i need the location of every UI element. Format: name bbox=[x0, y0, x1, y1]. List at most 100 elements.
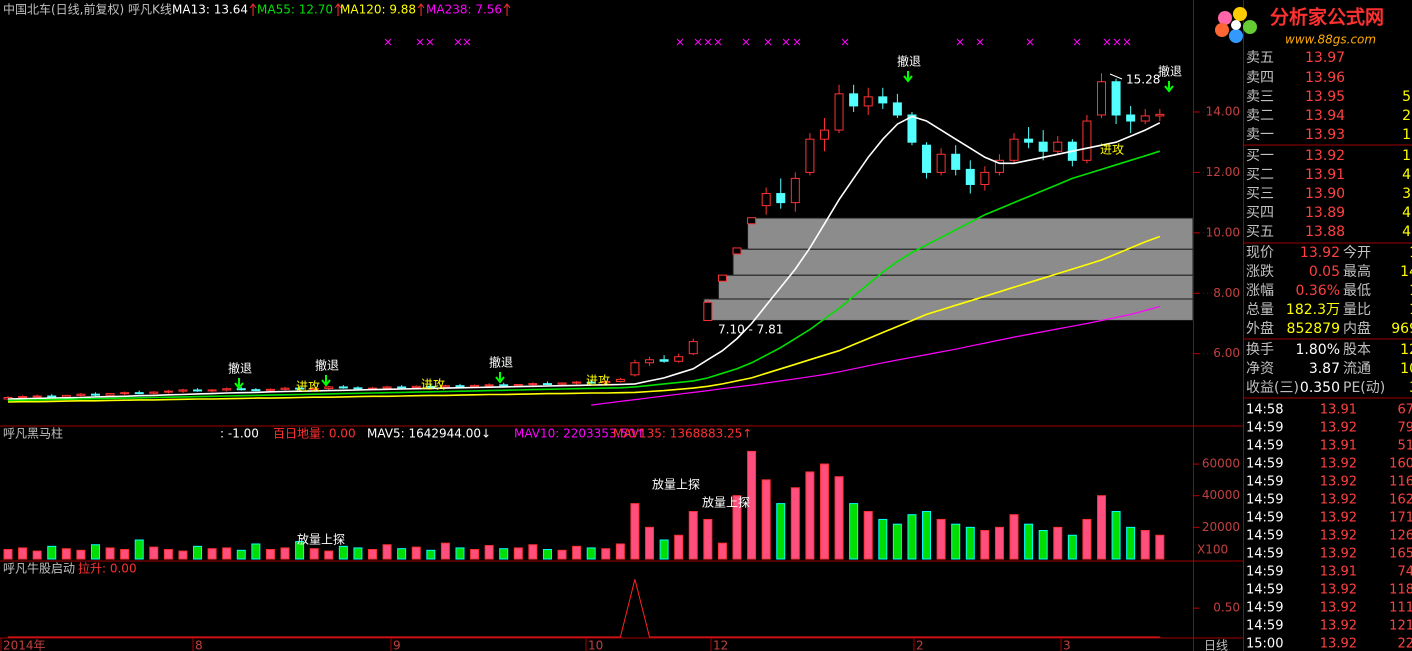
volume-bar bbox=[805, 471, 815, 560]
book-label: 买二 bbox=[1246, 167, 1274, 183]
y-tick-label: 14.00 bbox=[1206, 104, 1240, 118]
candle-body bbox=[630, 362, 640, 376]
quote-value: 0.350 bbox=[1300, 380, 1340, 396]
trade-time: 14:59 bbox=[1246, 547, 1283, 562]
volume-bar bbox=[134, 539, 144, 560]
signal-mark bbox=[1073, 38, 1081, 46]
quote-value: 1 bbox=[1409, 283, 1412, 299]
volume-bar bbox=[499, 548, 509, 560]
y-tick-label: 8.00 bbox=[1213, 286, 1240, 300]
trade-volume: 111 bbox=[1389, 601, 1412, 616]
quote-label: 股本 bbox=[1343, 342, 1371, 358]
candle-body bbox=[878, 96, 888, 104]
trade-time: 14:59 bbox=[1246, 529, 1283, 544]
quote-label: 收益(三) bbox=[1246, 380, 1299, 396]
attack-label: 进攻 bbox=[296, 380, 320, 394]
candle-body bbox=[601, 380, 611, 384]
trade-volume: 165 bbox=[1389, 547, 1412, 562]
trade-volume: 160 bbox=[1389, 457, 1412, 472]
down-arrow bbox=[903, 71, 913, 83]
volume-bar bbox=[3, 549, 13, 560]
volume-bar bbox=[105, 547, 115, 560]
date-label: 9 bbox=[393, 639, 401, 651]
signal-mark bbox=[956, 38, 964, 46]
volume-bar bbox=[1082, 518, 1092, 560]
quote-value: 969 bbox=[1391, 321, 1412, 337]
volume-bar bbox=[601, 548, 611, 560]
candle-body bbox=[980, 171, 990, 185]
volume-bar bbox=[849, 503, 859, 560]
quote-label: 最低 bbox=[1343, 283, 1371, 299]
candle-body bbox=[32, 395, 42, 398]
candle-body bbox=[542, 383, 552, 386]
trade-price: 13.91 bbox=[1320, 565, 1357, 580]
volume-bar bbox=[47, 545, 57, 560]
volume-bar bbox=[120, 549, 130, 560]
volume-bar bbox=[980, 530, 990, 560]
candle-body bbox=[90, 393, 100, 396]
candle-body bbox=[732, 247, 742, 255]
book-price: 13.96 bbox=[1305, 70, 1345, 86]
volume-bar bbox=[645, 526, 655, 560]
trade-price: 13.92 bbox=[1320, 421, 1357, 436]
candle-body bbox=[455, 385, 465, 388]
book-qty: 5 bbox=[1402, 89, 1411, 105]
book-price: 13.89 bbox=[1305, 205, 1345, 221]
ma-line bbox=[7, 115, 1161, 400]
volume-bar bbox=[382, 544, 392, 560]
volume-bar bbox=[61, 548, 71, 560]
book-price: 13.88 bbox=[1305, 224, 1345, 240]
volume-bar bbox=[659, 539, 669, 560]
volume-bar bbox=[907, 514, 917, 560]
candle-body bbox=[674, 356, 684, 362]
volume-bar bbox=[222, 547, 232, 560]
trade-volume: 67 bbox=[1397, 403, 1412, 418]
volume-bar bbox=[922, 511, 932, 560]
trade-time: 14:59 bbox=[1246, 457, 1283, 472]
candle-body bbox=[134, 392, 144, 395]
volume-bar bbox=[965, 526, 975, 560]
volume-bar bbox=[309, 548, 319, 560]
y-tick-label: 12.00 bbox=[1206, 165, 1240, 179]
trade-volume: 121 bbox=[1389, 619, 1412, 634]
retreat-label: 撤退 bbox=[897, 54, 921, 69]
indicator-line bbox=[8, 579, 1160, 638]
logo-name: 分析家公式网 bbox=[1270, 6, 1384, 29]
candle-body bbox=[717, 274, 727, 282]
trade-price: 13.92 bbox=[1320, 493, 1357, 508]
candle-body bbox=[659, 359, 669, 362]
signal-mark bbox=[714, 38, 722, 46]
candle-body bbox=[397, 386, 407, 389]
volume-bar bbox=[1155, 534, 1165, 560]
book-qty: 4 bbox=[1402, 224, 1411, 240]
volume-bar bbox=[674, 534, 684, 560]
candle-body bbox=[615, 378, 625, 382]
candle-body bbox=[790, 177, 800, 204]
book-qty: 3 bbox=[1402, 186, 1411, 202]
quote-label: 净资 bbox=[1246, 361, 1274, 377]
gap-zone bbox=[732, 248, 1194, 276]
quote-label: 内盘 bbox=[1343, 320, 1371, 337]
book-label: 卖五 bbox=[1246, 50, 1274, 66]
candle-body bbox=[149, 391, 159, 394]
volume-bar bbox=[1097, 495, 1106, 560]
trade-time: 14:59 bbox=[1246, 565, 1283, 580]
volume-bar bbox=[455, 547, 465, 560]
volume-bar bbox=[440, 542, 450, 560]
date-label: 12 bbox=[713, 639, 728, 651]
ma-label: MA55: 12.70 bbox=[257, 3, 333, 17]
ma-label: MA13: 13.64 bbox=[172, 3, 248, 17]
book-price: 13.91 bbox=[1305, 167, 1345, 183]
trade-time: 14:59 bbox=[1246, 511, 1283, 526]
candle-body bbox=[1140, 115, 1150, 122]
candle-body bbox=[499, 384, 509, 387]
trade-price: 13.92 bbox=[1320, 529, 1357, 544]
volume-bar bbox=[178, 550, 188, 560]
candle-body bbox=[76, 393, 86, 396]
candle-body bbox=[776, 193, 786, 204]
candle-body bbox=[120, 392, 130, 395]
book-label: 卖四 bbox=[1246, 70, 1274, 86]
quote-label: PE(动) bbox=[1343, 380, 1385, 396]
volume-bar bbox=[688, 511, 698, 560]
